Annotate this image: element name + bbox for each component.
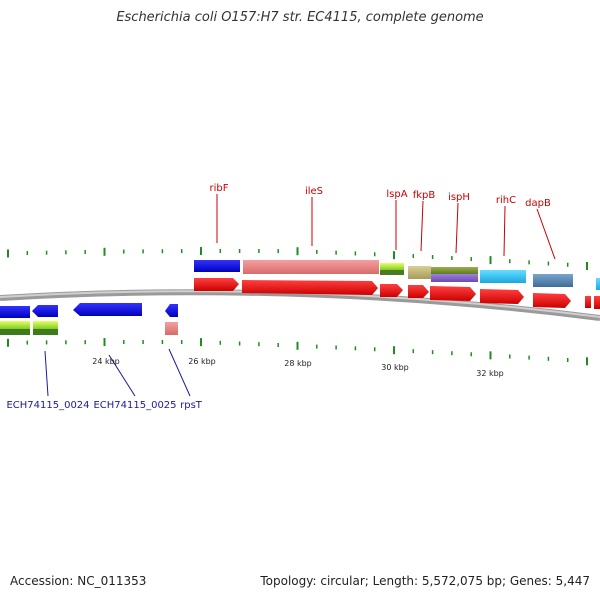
accession-text: Accession: NC_011353: [10, 574, 147, 588]
axis-label: 30 kbp: [381, 363, 409, 372]
bottom-gene-labels: ECH74115_0024 ECH74115_0025 rpsT: [6, 400, 202, 411]
gene-block: [480, 270, 526, 283]
gene-block: [243, 260, 379, 274]
genome-summary-text: Topology: circular; Length: 5,572,075 bp…: [260, 574, 590, 588]
gene-label: ribF: [210, 183, 229, 194]
gene-block: [0, 329, 30, 335]
gene-block: [431, 274, 478, 282]
gene-arrow: [165, 304, 178, 317]
gene-arrow: [430, 286, 476, 301]
gene-arrow: [0, 306, 30, 318]
gene-block: [596, 278, 600, 290]
gene-block: [194, 260, 240, 272]
gene-label: rihC: [496, 195, 516, 206]
gene-arrow: [533, 293, 571, 308]
gene-block: [33, 329, 58, 335]
gene-block: [165, 322, 178, 335]
gene-arrow: [585, 296, 591, 308]
gene-arrow: [380, 284, 403, 297]
reverse-track-row2: [0, 321, 178, 335]
gene-block: [33, 321, 58, 329]
gene-label: ECH74115_0025: [93, 400, 176, 411]
axis-label: 28 kbp: [284, 359, 312, 368]
label-leaders: [44, 194, 556, 397]
gene-label: fkpB: [413, 190, 436, 201]
gene-label: rpsT: [180, 400, 203, 411]
gene-arrow: [32, 305, 58, 317]
axis-labels: 24 kbp 26 kbp 28 kbp 30 kbp 32 kbp: [92, 357, 504, 378]
forward-track-row1: [194, 260, 600, 290]
gene-arrow: [594, 296, 600, 309]
forward-track-row2: [194, 278, 600, 309]
gene-label: ECH74115_0024: [6, 400, 89, 411]
gene-arrow: [408, 285, 429, 298]
gene-label: ileS: [305, 186, 323, 197]
axis-label: 24 kbp: [92, 357, 120, 366]
scale-ticks: [7, 247, 588, 366]
axis-label: 26 kbp: [188, 357, 216, 366]
gene-arrow: [480, 289, 524, 304]
reverse-track-row1: [0, 303, 178, 318]
gene-label: ispH: [448, 192, 470, 203]
gene-arrow: [242, 280, 378, 295]
gene-block: [533, 274, 573, 287]
axis-label: 32 kbp: [476, 369, 504, 378]
gene-block: [0, 321, 30, 329]
gene-block: [380, 270, 404, 275]
gene-arrow: [194, 278, 239, 291]
gene-block: [408, 266, 431, 279]
gene-block: [431, 267, 478, 274]
gene-block: [380, 263, 404, 270]
top-gene-labels: ribF ileS lspA fkpB ispH rihC dapB: [210, 183, 551, 209]
gene-arrow: [73, 303, 142, 316]
gene-label: lspA: [386, 189, 407, 200]
map-title: Escherichia coli O157:H7 str. EC4115, co…: [116, 10, 484, 25]
gene-label: dapB: [525, 198, 551, 209]
